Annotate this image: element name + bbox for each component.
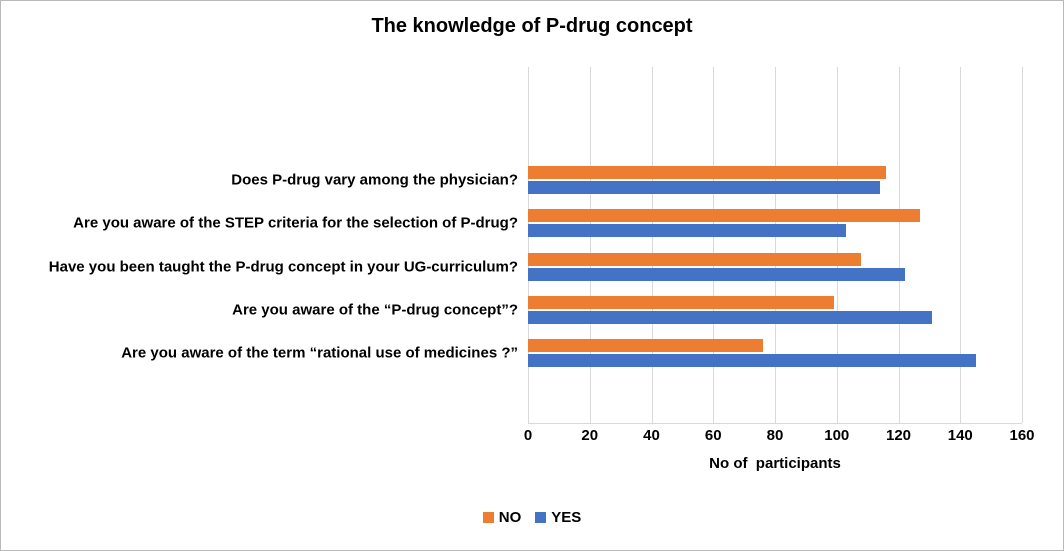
x-tick-label-40: 40 (643, 427, 660, 444)
gridline-x-60 (713, 67, 715, 423)
gridline-x-100 (836, 67, 838, 423)
legend-swatch-yes (535, 512, 547, 523)
x-tick-label-0: 0 (523, 427, 533, 444)
legend-item-no: NO (482, 509, 522, 526)
gridline-x-20 (589, 67, 591, 423)
bar-no-2 (528, 252, 862, 266)
bar-no-0 (528, 166, 887, 179)
gridline-x-40 (651, 67, 653, 423)
bar-yes-0 (528, 181, 880, 194)
category-label-2: Have you been taught the P-drug concept … (48, 258, 518, 275)
bar-no-4 (528, 339, 763, 352)
plot-area (528, 67, 1023, 424)
x-tick-label-160: 160 (1009, 427, 1035, 444)
x-tick-label-140: 140 (947, 427, 973, 444)
legend-swatch-no (482, 512, 494, 523)
category-label-0: Does P-drug vary among the physician? (231, 171, 518, 189)
legend-item-yes: YES (535, 509, 581, 526)
gridline-x-0 (528, 67, 529, 423)
bar-yes-3 (528, 310, 933, 324)
legend-label-yes: YES (551, 509, 582, 526)
bar-no-1 (528, 209, 921, 223)
bar-yes-2 (528, 267, 905, 281)
legend-label-no: NO (498, 509, 522, 526)
gridline-x-160 (1022, 67, 1023, 423)
legend: NO YES (1, 509, 1063, 526)
category-label-4: Are you aware of the term “rational use … (121, 344, 518, 362)
x-tick-label-80: 80 (766, 427, 784, 444)
bar-yes-4 (528, 354, 976, 367)
category-label-3: Are you aware of the “P-drug concept”? (232, 301, 518, 319)
x-tick-label-120: 120 (885, 427, 912, 444)
x-axis-title: No of participants (709, 455, 841, 472)
gridline-x-140 (960, 67, 962, 423)
bar-yes-1 (528, 224, 846, 238)
x-tick-label-20: 20 (581, 427, 599, 444)
gridline-x-80 (775, 67, 776, 423)
gridline-x-120 (898, 67, 900, 423)
x-tick-label-100: 100 (824, 427, 850, 444)
chart-title: The knowledge of P-drug concept (371, 15, 693, 37)
bar-no-3 (528, 295, 834, 309)
category-label-1: Are you aware of the STEP criteria for t… (73, 214, 518, 232)
x-tick-label-60: 60 (704, 427, 722, 444)
